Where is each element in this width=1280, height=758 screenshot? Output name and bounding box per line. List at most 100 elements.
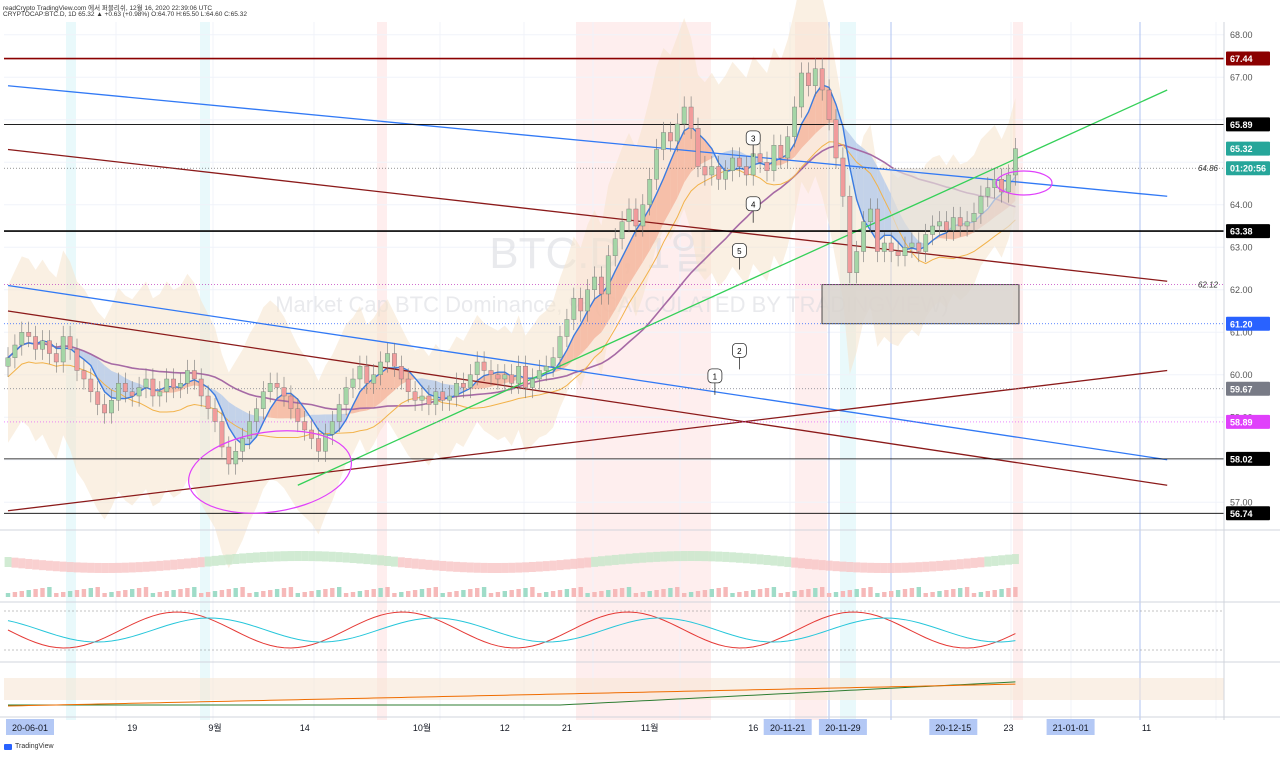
candle-body [447,395,452,401]
candle-body [67,336,73,350]
volume-cloud [825,560,833,571]
volume-bar [240,587,245,597]
candle-body [47,340,52,354]
volume-bar [323,589,328,597]
price-label-box [1226,451,1270,466]
candle-body [854,251,860,273]
volume-cloud [121,562,129,573]
candle-body [523,366,528,388]
candle-body [198,378,204,397]
volume-cloud [211,555,219,566]
volume-cloud [867,562,874,573]
volume-cloud [604,555,612,566]
callout-number: 5 [737,247,742,256]
candle-body [964,221,970,227]
candle-body [799,72,804,108]
volume-cloud [508,562,516,573]
candle-body [647,179,653,205]
volume-cloud [25,558,33,569]
volume-bar [316,590,321,597]
price-tick-label: 62.00 [1230,285,1253,295]
candle-body [392,353,397,367]
candle-body [985,187,991,197]
volume-bar [695,591,701,597]
ma-ribbon-segment [615,257,623,310]
candle-body [495,374,501,380]
candle-body [136,387,142,397]
candle-body [923,234,929,252]
volume-cloud [749,553,757,564]
candle-body [875,208,880,252]
candle-body [585,289,591,312]
candle-body [571,298,577,320]
candle-body [26,332,32,337]
volume-bar [895,590,901,597]
volume-cloud [156,560,164,571]
volume-cloud [1005,554,1012,565]
volume-bar [971,593,977,597]
ma-ribbon-segment [187,379,195,388]
volume-bar [488,593,494,597]
time-tick-label: 14 [300,723,310,733]
price-tick-label: 64.00 [1230,200,1253,210]
candle-body [764,162,770,171]
volume-cloud [618,554,626,565]
candle-body [750,153,756,176]
volume-cloud [404,557,412,568]
volume-bar [592,592,597,597]
volume-cloud [391,556,398,567]
volume-bar [688,592,694,597]
candle-body [778,145,784,159]
volume-bar [751,590,756,597]
volume-bar [806,589,811,597]
volume-cloud [446,561,454,572]
volume-cloud [453,561,460,572]
volume-bar [199,593,204,597]
time-tick-label: 10월 [413,722,431,733]
candle-body [412,391,418,401]
volume-cloud [984,556,992,567]
candle-body [599,276,604,295]
callout-number: 3 [751,134,756,143]
candle-body [516,366,522,384]
volume-cloud [936,560,943,571]
volume-bar [785,592,790,597]
candle-body [861,221,867,252]
volume-cloud [287,551,295,562]
volume-bar [571,588,576,597]
ma-ribbon-segment [794,124,802,157]
price-label-box [1226,506,1270,521]
candle-body [419,395,425,401]
volume-bar [343,593,349,597]
volume-bar [274,589,280,597]
volume-cloud [32,559,40,570]
volume-bar [840,591,846,597]
volume-bar [847,590,852,597]
volume-bar [778,593,783,597]
candle-body [578,298,584,312]
bottom-ellipse [188,430,352,514]
candle-body [240,438,245,452]
volume-bar [447,592,452,597]
volume-bar [268,590,273,597]
volume-bar [813,588,818,597]
volume-bar [613,589,618,597]
ma-ribbon-segment [629,230,636,285]
candle-body [833,119,839,159]
volume-bar [978,592,984,597]
candle-body [233,451,239,465]
candle-body [868,208,873,222]
volume-cloud [494,562,502,573]
candle-body [944,221,949,231]
volume-cloud [811,559,819,570]
volume-bar [550,591,556,597]
volume-bar [475,588,480,597]
volume-cloud [384,555,391,566]
candle-body [999,179,1005,193]
volume-bar [288,587,294,597]
volume-cloud [108,562,115,573]
candle-body [785,136,791,159]
candle-body [74,349,80,371]
volume-cloud [225,554,233,565]
